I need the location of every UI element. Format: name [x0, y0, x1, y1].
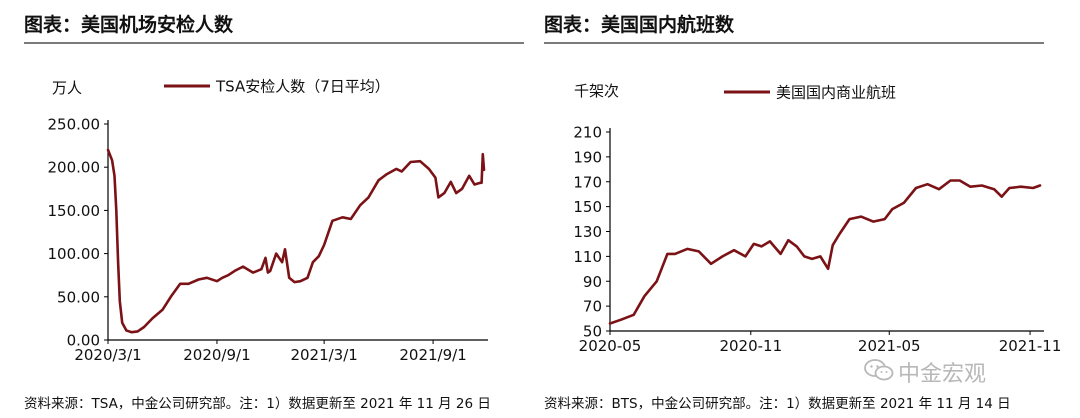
- x-tick-label: 2020-05: [579, 337, 642, 355]
- title-rule: [24, 42, 524, 44]
- source-note: 资料来源：BTS，中金公司研究部。注：1）数据更新至 2021 年 11 月 1…: [544, 396, 1011, 412]
- x-tick-label: 2021-05: [858, 337, 921, 355]
- x-tick-label: 2021/9/1: [399, 346, 466, 364]
- title-rule: [544, 42, 1044, 44]
- y-tick-label: 170: [573, 173, 602, 191]
- source-note: 资料来源：TSA，中金公司研究部。注：1）数据更新至 2021 年 11 月 2…: [24, 396, 491, 412]
- y-unit-label: 万人: [52, 79, 82, 97]
- x-tick-label: 2020/9/1: [183, 346, 250, 364]
- chart-panel-tsa: 图表：美国机场安检人数 万人 0.00 50.00 100.00 150.00 200.0…: [24, 14, 524, 412]
- y-tick-label: 190: [573, 148, 602, 166]
- y-tick-label: 100.00: [48, 245, 101, 263]
- y-tick-label: 150: [573, 198, 602, 216]
- y-tick-label: 110: [573, 248, 602, 266]
- watermark-text: 中金宏观: [898, 362, 987, 387]
- y-unit-label: 千架次: [574, 82, 619, 100]
- x-tick-label: 2021-11: [999, 337, 1062, 355]
- chart-svg-flights: 千架次 50 70 90 110 130 150 170 190 210 2020-05 2020-1…: [573, 82, 1062, 355]
- y-tick-label: 70: [583, 298, 602, 316]
- series-line: [608, 179, 1042, 325]
- y-tick-label: 150.00: [48, 202, 101, 220]
- x-tick-label: 2021/3/1: [290, 346, 357, 364]
- series-line: [106, 148, 486, 334]
- y-tick-label: 50.00: [57, 288, 100, 306]
- y-tick-label: 200.00: [48, 159, 101, 177]
- chart-title: 图表：美国机场安检人数: [24, 14, 234, 36]
- legend-label: TSA安检人数（7日平均）: [215, 78, 390, 96]
- chart-svg-tsa: 万人 0.00 50.00 100.00 150.00 200.00 250.00 2020/…: [48, 78, 488, 364]
- y-tick-label: 210: [573, 124, 602, 142]
- y-tick-label: 250.00: [48, 116, 101, 134]
- x-tick-label: 2020/3/1: [74, 346, 141, 364]
- wechat-icon: [864, 359, 894, 381]
- legend-label: 美国国内商业航班: [776, 84, 896, 102]
- y-tick-label: 90: [583, 273, 602, 291]
- y-tick-label: 130: [573, 223, 602, 241]
- x-tick-label: 2020-11: [719, 337, 782, 355]
- chart-title: 图表：美国国内航班数: [544, 14, 735, 36]
- chart-panel-flights: 图表：美国国内航班数 千架次 50 70 90 110 130 150 170 190 210 20…: [540, 0, 1080, 418]
- y-tick-label: 0.00: [67, 332, 100, 350]
- y-tick-label: 50: [583, 323, 602, 341]
